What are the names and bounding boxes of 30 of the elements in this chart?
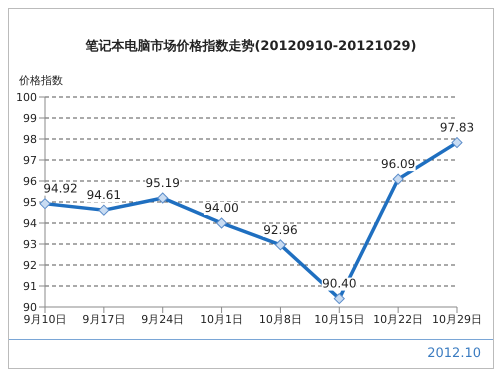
y-tick-label: 92	[23, 258, 37, 272]
data-label: 95.19	[146, 176, 180, 190]
x-tick-label: 10月22日	[373, 312, 424, 326]
x-tick-label: 10月29日	[432, 312, 482, 326]
data-label: 92.96	[263, 222, 298, 237]
chart-title: 笔记本电脑市场价格指数走势(20120910-20121029)	[84, 38, 418, 55]
y-tick-label: 91	[23, 280, 37, 293]
data-label: 94.92	[43, 182, 78, 196]
text: 2012.10	[427, 346, 481, 361]
y-tick-label: 94	[23, 216, 37, 230]
y-axis-title: 价格指数	[19, 73, 63, 88]
data-label: 94.61	[86, 188, 122, 202]
data-label: 90.40	[322, 276, 356, 291]
data-label: 96.09	[380, 157, 416, 172]
x-tick-label: 10月8日	[258, 312, 302, 326]
data-label: 97.83	[440, 120, 474, 135]
x-tick-label: 9月24日	[141, 312, 184, 326]
y-tick-label: 100	[16, 90, 37, 104]
x-tick-label: 10月1日	[200, 312, 244, 326]
y-tick-label: 95	[23, 196, 37, 209]
y-tick-label: 97	[23, 154, 37, 167]
y-tick-label: 99	[23, 112, 37, 125]
x-tick-label: 10月15日	[314, 312, 364, 326]
y-tick-label: 93	[23, 238, 37, 251]
x-tick-label: 9月10日	[24, 312, 66, 326]
y-tick-label: 96	[23, 174, 37, 188]
x-tick-label: 9月17日	[82, 312, 126, 326]
y-tick-label: 98	[23, 132, 37, 146]
data-label: 94.00	[204, 201, 239, 215]
y-tick-label: 90	[23, 300, 37, 314]
